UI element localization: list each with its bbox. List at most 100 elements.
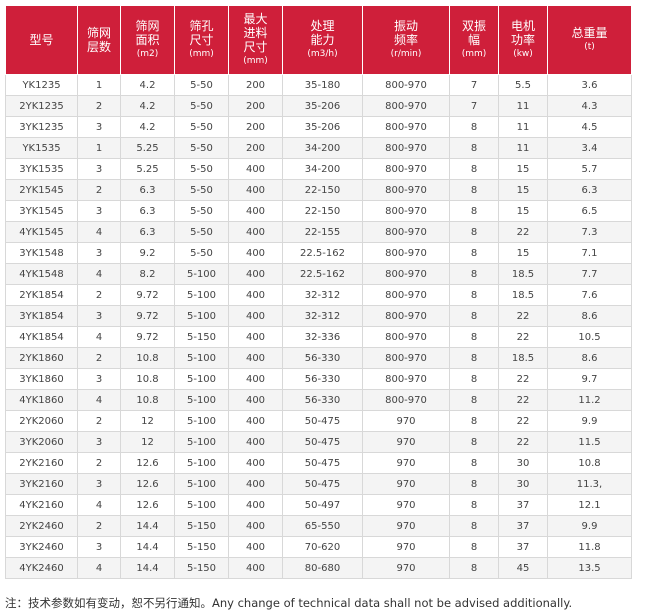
table-cell: 5.5 <box>498 74 548 96</box>
table-cell: 800-970 <box>362 305 450 327</box>
table-cell: 970 <box>362 452 450 474</box>
table-cell: 22 <box>498 410 548 432</box>
table-cell: 11 <box>498 137 548 159</box>
table-cell: 11.5 <box>547 431 632 453</box>
table-cell: 8.6 <box>547 305 632 327</box>
table-cell: 3 <box>77 431 121 453</box>
table-cell: 8 <box>449 494 499 516</box>
table-cell: 12.6 <box>120 452 175 474</box>
table-cell: 5-150 <box>174 326 229 348</box>
table-cell: 3 <box>77 305 121 327</box>
table-cell: 970 <box>362 431 450 453</box>
table-row: 3YK1235 3 4.2 5-50 200 35-206 800-970 8 11 4.5 <box>5 116 632 138</box>
table-cell: 800-970 <box>362 347 450 369</box>
table-cell: 15 <box>498 158 548 180</box>
table-cell: 3YK1860 <box>5 368 78 390</box>
table-cell: 8 <box>449 242 499 264</box>
table-cell: 400 <box>228 536 283 558</box>
table-cell: 50-475 <box>282 473 363 495</box>
table-cell: 10.8 <box>547 452 632 474</box>
spec-table-container: 型号 筛网 层数 筛网 面积 (m2) 筛孔 尺寸 (mm) 最大 进料 尺寸 (mm) 处理 … <box>5 5 632 579</box>
table-cell: 5-50 <box>174 242 229 264</box>
table-cell: 15 <box>498 179 548 201</box>
table-row: 3YK1860 3 10.8 5-100 400 56-330 800-970 8 22 9.7 <box>5 368 632 390</box>
column-header: 型号 <box>5 5 78 75</box>
table-cell: 22 <box>498 389 548 411</box>
table-cell: 8 <box>449 158 499 180</box>
table-cell: 3YK2060 <box>5 431 78 453</box>
table-cell: 8 <box>449 410 499 432</box>
table-row: 2YK1854 2 9.72 5-100 400 32-312 800-970 8 18.5 7.… <box>5 284 632 306</box>
table-cell: 8.2 <box>120 263 175 285</box>
table-cell: 400 <box>228 347 283 369</box>
table-cell: 5-50 <box>174 200 229 222</box>
table-cell: YK1235 <box>5 74 78 96</box>
table-cell: 5-100 <box>174 410 229 432</box>
table-cell: 4.2 <box>120 116 175 138</box>
table-cell: 22 <box>498 221 548 243</box>
table-cell: 3YK1854 <box>5 305 78 327</box>
table-cell: 8.6 <box>547 347 632 369</box>
table-cell: 5-100 <box>174 452 229 474</box>
table-row: 3YK2460 3 14.4 5-150 400 70-620 970 8 37 11.8 <box>5 536 632 558</box>
table-cell: 800-970 <box>362 179 450 201</box>
table-cell: 400 <box>228 557 283 579</box>
table-cell: 970 <box>362 536 450 558</box>
table-cell: 2YK1235 <box>5 95 78 117</box>
column-header-label: 筛网 面积 <box>135 19 160 47</box>
table-cell: 3 <box>77 536 121 558</box>
table-cell: 400 <box>228 473 283 495</box>
table-cell: 9.2 <box>120 242 175 264</box>
table-cell: 2 <box>77 179 121 201</box>
table-cell: 2 <box>77 347 121 369</box>
table-cell: 4.2 <box>120 95 175 117</box>
table-cell: 800-970 <box>362 74 450 96</box>
table-cell: 9.9 <box>547 515 632 537</box>
table-cell: 5-50 <box>174 116 229 138</box>
table-cell: 4YK2160 <box>5 494 78 516</box>
table-row: 3YK2160 3 12.6 5-100 400 50-475 970 8 30 11.3, <box>5 473 632 495</box>
table-cell: 8 <box>449 515 499 537</box>
table-cell: 8 <box>449 221 499 243</box>
table-cell: 34-200 <box>282 137 363 159</box>
table-cell: 970 <box>362 557 450 579</box>
table-cell: 45 <box>498 557 548 579</box>
column-header: 双振 幅 (mm) <box>449 5 499 75</box>
table-row: 2YK1545 2 6.3 5-50 400 22-150 800-970 8 15 6.3 <box>5 179 632 201</box>
table-cell: 6.3 <box>120 221 175 243</box>
table-cell: 3 <box>77 473 121 495</box>
table-cell: 3YK1235 <box>5 116 78 138</box>
table-row: YK1235 1 4.2 5-50 200 35-180 800-970 7 5.5 3.6 <box>5 74 632 96</box>
table-cell: 800-970 <box>362 158 450 180</box>
column-header-unit: (mm) <box>189 49 214 59</box>
table-cell: 8 <box>449 473 499 495</box>
table-cell: YK1535 <box>5 137 78 159</box>
table-cell: 200 <box>228 116 283 138</box>
table-cell: 32-312 <box>282 305 363 327</box>
column-header-unit: (r/min) <box>390 49 422 59</box>
table-cell: 13.5 <box>547 557 632 579</box>
table-cell: 400 <box>228 179 283 201</box>
table-cell: 8 <box>449 452 499 474</box>
table-row: 4YK2160 4 12.6 5-100 400 50-497 970 8 37 12.1 <box>5 494 632 516</box>
column-header: 筛孔 尺寸 (mm) <box>174 5 229 75</box>
table-cell: 3YK2160 <box>5 473 78 495</box>
table-cell: 200 <box>228 137 283 159</box>
column-header-label: 筛孔 尺寸 <box>189 19 214 47</box>
table-cell: 7 <box>449 95 499 117</box>
table-cell: 2 <box>77 410 121 432</box>
table-cell: 2YK1854 <box>5 284 78 306</box>
table-row: YK1535 1 5.25 5-50 200 34-200 800-970 8 11 3.4 <box>5 137 632 159</box>
table-cell: 800-970 <box>362 389 450 411</box>
table-cell: 4 <box>77 263 121 285</box>
table-cell: 12.1 <box>547 494 632 516</box>
table-cell: 5-50 <box>174 221 229 243</box>
table-cell: 37 <box>498 515 548 537</box>
table-row: 3YK1545 3 6.3 5-50 400 22-150 800-970 8 15 6.5 <box>5 200 632 222</box>
table-cell: 22 <box>498 305 548 327</box>
table-cell: 14.4 <box>120 557 175 579</box>
table-cell: 6.3 <box>120 179 175 201</box>
table-cell: 4 <box>77 326 121 348</box>
table-row: 4YK1545 4 6.3 5-50 400 22-155 800-970 8 22 7.3 <box>5 221 632 243</box>
column-header-unit: (mm) <box>243 56 268 66</box>
